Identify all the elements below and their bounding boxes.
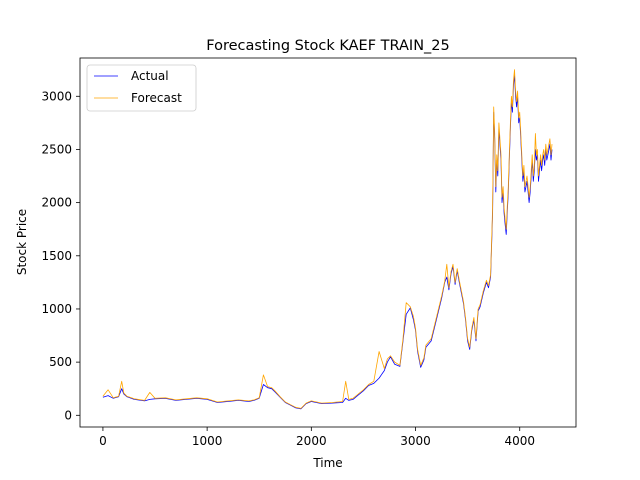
x-axis-label: Time xyxy=(312,456,342,470)
y-axis-label: Stock Price xyxy=(15,209,29,275)
y-axis: 0 500 1000 1500 2000 2500 3000 xyxy=(41,89,80,422)
legend-label-actual: Actual xyxy=(131,69,169,83)
series-layer xyxy=(102,69,553,410)
x-tick-label: 4000 xyxy=(504,434,535,448)
legend-box xyxy=(86,64,197,112)
x-tick-label: 0 xyxy=(99,434,107,448)
x-axis: 0 1000 2000 3000 4000 xyxy=(99,427,535,448)
legend-label-forecast: Forecast xyxy=(131,91,182,105)
plot-area-frame xyxy=(79,57,577,428)
x-tick-label: 1000 xyxy=(192,434,223,448)
y-tick-label: 2500 xyxy=(41,142,72,156)
chart-title: Forecasting Stock KAEF TRAIN_25 xyxy=(206,38,450,54)
x-tick-label: 3000 xyxy=(400,434,431,448)
y-tick-label: 3000 xyxy=(41,89,72,103)
y-tick-label: 2000 xyxy=(41,196,72,210)
y-tick-label: 0 xyxy=(64,408,72,422)
y-tick-label: 500 xyxy=(49,355,72,369)
y-tick-label: 1000 xyxy=(41,302,72,316)
y-tick-label: 1500 xyxy=(41,249,72,263)
x-tick-label: 2000 xyxy=(296,434,327,448)
legend: Actual Forecast xyxy=(86,64,197,112)
series-line-forecast xyxy=(102,69,553,409)
